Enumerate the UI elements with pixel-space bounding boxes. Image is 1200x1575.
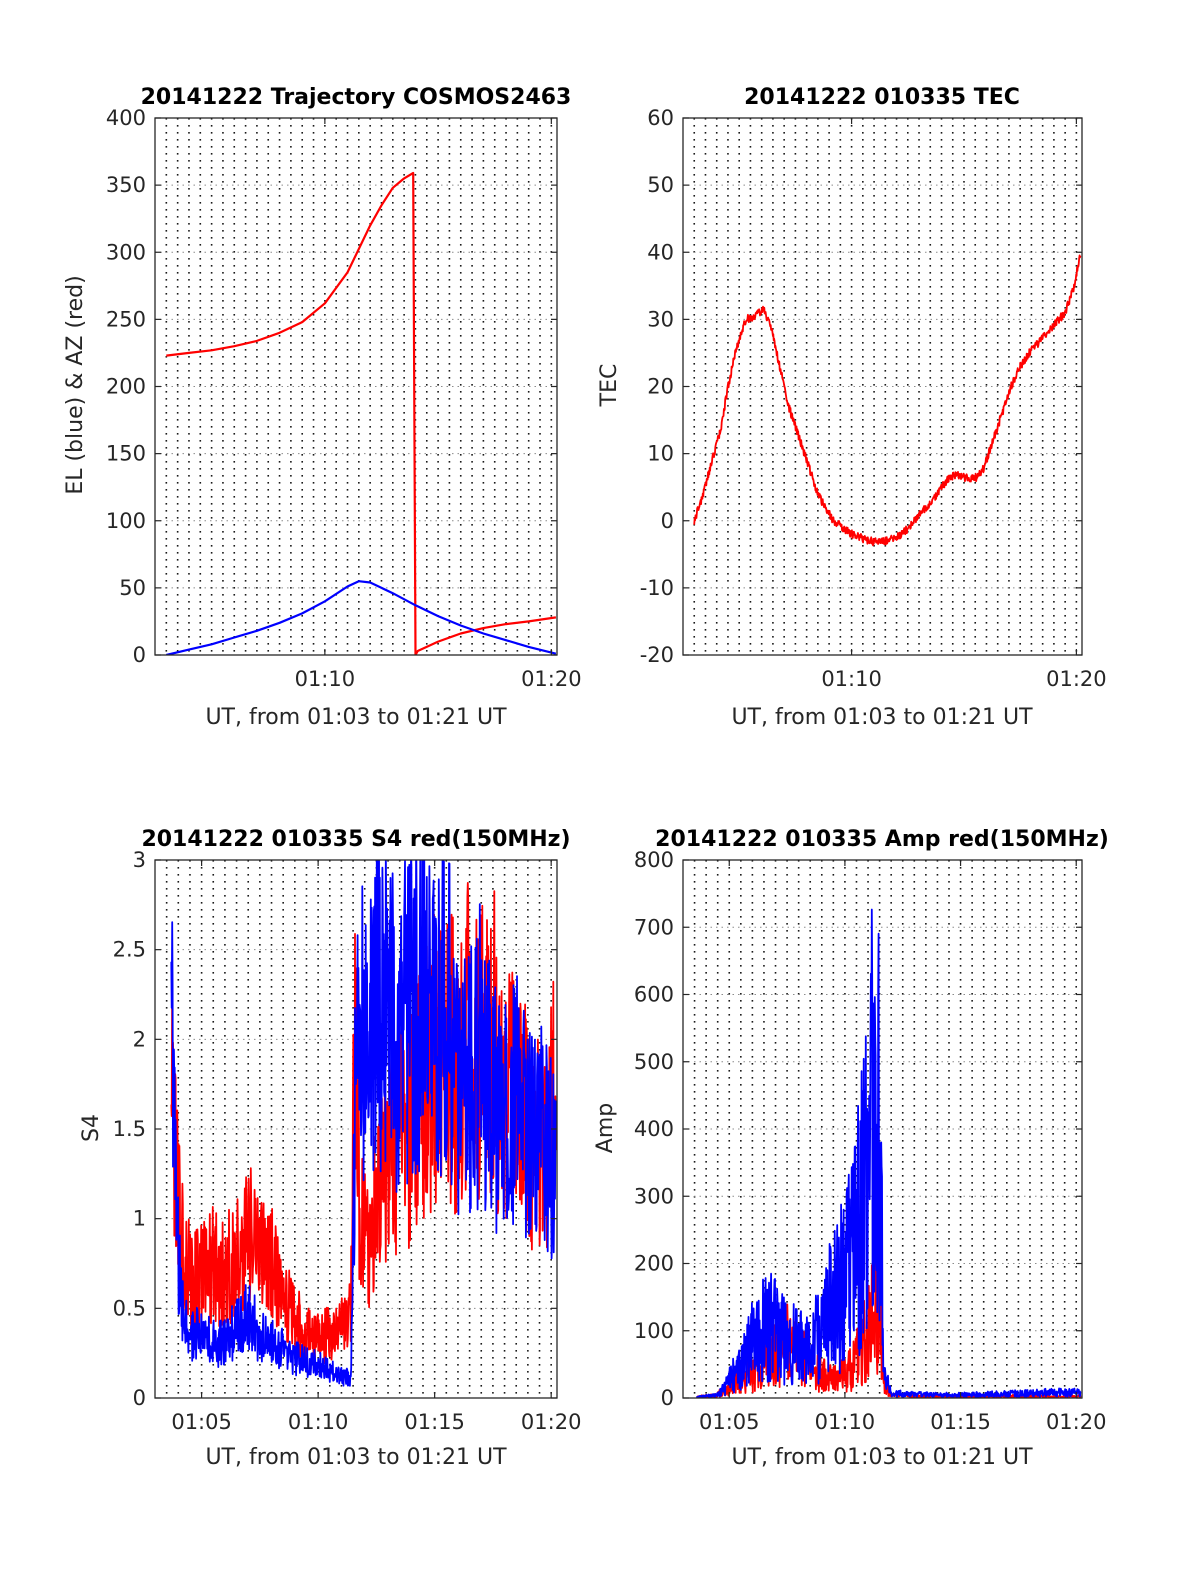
x-tick-label: 01:20 (521, 1410, 582, 1434)
y-tick-label: 0 (133, 1386, 146, 1410)
x-tick-label: 01:05 (699, 1410, 760, 1434)
y-tick-label: 700 (634, 915, 674, 939)
y-tick-label: 60 (647, 106, 674, 130)
y-tick-label: 30 (647, 307, 674, 331)
y-tick-label: 0 (661, 1386, 674, 1410)
y-tick-label: 3 (133, 848, 146, 872)
tec-x-axis-label: UT, from 01:03 to 01:21 UT (731, 705, 1033, 730)
tec-title: 20141222 010335 TEC (744, 85, 1020, 110)
x-tick-label: 01:10 (295, 667, 356, 691)
x-tick-label: 01:10 (815, 1410, 876, 1434)
trajectory-x-axis-label: UT, from 01:03 to 01:21 UT (205, 705, 507, 730)
x-tick-label: 01:05 (171, 1410, 232, 1434)
trajectory-grid (155, 118, 557, 655)
y-tick-label: 250 (106, 307, 146, 331)
y-tick-label: 600 (634, 983, 674, 1007)
s4-y-axis-label: S4 (79, 1114, 104, 1142)
y-tick-label: 200 (106, 375, 146, 399)
tec-ticks: -20 -10 0 10 20 30 40 50 60 01:10 01:20 (640, 106, 1107, 691)
y-tick-label: 400 (106, 106, 146, 130)
trajectory-series (166, 171, 557, 655)
x-tick-label: 01:15 (930, 1410, 991, 1434)
y-tick-label: 100 (106, 509, 146, 533)
y-tick-label: 0 (133, 643, 146, 667)
trajectory-y-axis-label: EL (blue) & AZ (red) (63, 275, 88, 494)
series-line (166, 580, 557, 655)
y-tick-label: 800 (634, 848, 674, 872)
trajectory-ticks: 0 50 100 150 200 250 300 350 400 01:10 01:20 (106, 106, 582, 691)
subplot-amp: 20141222 010335 Amp red(150MHz) 0 100 200 3… (593, 827, 1109, 1470)
y-tick-label: 50 (119, 576, 146, 600)
s4-title: 20141222 010335 S4 red(150MHz) (141, 827, 570, 852)
amp-title: 20141222 010335 Amp red(150MHz) (655, 827, 1109, 852)
y-tick-label: 300 (106, 240, 146, 264)
subplot-trajectory: 20141222 Trajectory COSMOS2463 0 50 100 150… (63, 85, 582, 730)
series-line (696, 908, 1082, 1398)
y-tick-label: 50 (647, 173, 674, 197)
tec-y-axis-label: TEC (597, 364, 622, 408)
y-tick-label: 0.5 (113, 1296, 146, 1320)
s4-ticks: 0 0.5 1 1.5 2 2.5 3 01:05 01:10 01:15 01:20 (113, 848, 582, 1434)
tec-grid (683, 118, 1082, 655)
amp-x-axis-label: UT, from 01:03 to 01:21 UT (731, 1445, 1033, 1470)
y-tick-label: 100 (634, 1319, 674, 1343)
amp-ticks: 0 100 200 300 400 500 600 700 800 01:05 01:10 01:15… (634, 848, 1107, 1434)
y-tick-label: 150 (106, 442, 146, 466)
y-tick-label: 200 (634, 1252, 674, 1276)
x-tick-label: 01:10 (821, 667, 882, 691)
x-tick-label: 01:20 (521, 667, 582, 691)
subplot-s4: 20141222 010335 S4 red(150MHz) 0 0.5 1 1.5 2… (79, 827, 582, 1470)
s4-x-axis-label: UT, from 01:03 to 01:21 UT (205, 1445, 507, 1470)
s4-series (170, 860, 557, 1387)
y-tick-label: -20 (640, 643, 674, 667)
y-tick-label: 20 (647, 375, 674, 399)
y-tick-label: 350 (106, 173, 146, 197)
subplot-tec: 20141222 010335 TEC -20 -10 0 10 20 30 40 50 60 0… (597, 85, 1107, 730)
y-tick-label: 40 (647, 240, 674, 264)
x-tick-label: 01:10 (288, 1410, 349, 1434)
amp-y-axis-label: Amp (593, 1103, 618, 1153)
trajectory-title: 20141222 Trajectory COSMOS2463 (141, 85, 572, 110)
y-tick-label: 2.5 (113, 938, 146, 962)
y-tick-label: 10 (647, 442, 674, 466)
y-tick-label: 0 (661, 509, 674, 533)
series-line (166, 171, 557, 655)
y-tick-label: 500 (634, 1050, 674, 1074)
y-tick-label: -10 (640, 576, 674, 600)
y-tick-label: 1.5 (113, 1117, 146, 1141)
y-tick-label: 400 (634, 1117, 674, 1141)
series-line (170, 860, 557, 1387)
x-tick-label: 01:15 (404, 1410, 465, 1434)
series-line (693, 254, 1082, 547)
y-tick-label: 2 (133, 1027, 146, 1051)
y-tick-label: 1 (133, 1207, 146, 1231)
y-tick-label: 300 (634, 1184, 674, 1208)
tec-series (693, 254, 1082, 547)
x-tick-label: 01:20 (1046, 1410, 1107, 1434)
amp-series (696, 908, 1082, 1398)
x-tick-label: 01:20 (1046, 667, 1107, 691)
